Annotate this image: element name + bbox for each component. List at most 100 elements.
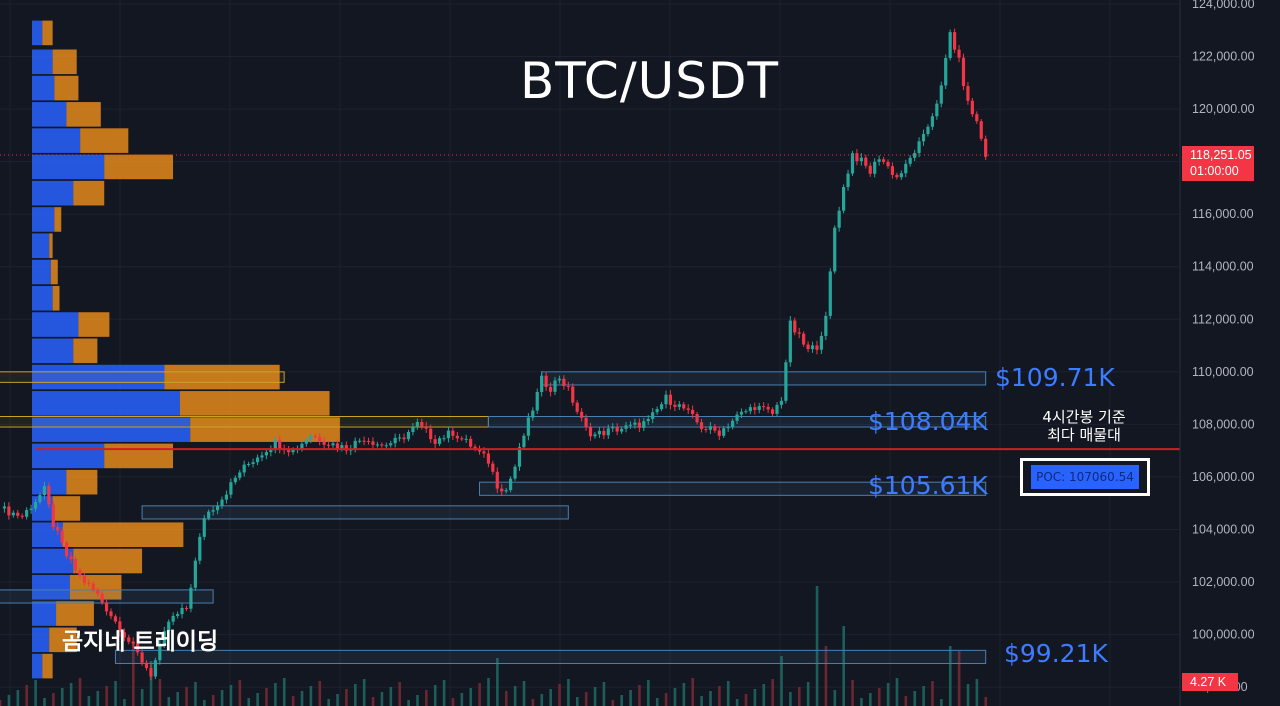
volume-bar xyxy=(735,699,739,706)
candle-body xyxy=(122,632,126,638)
candle-body xyxy=(704,429,708,431)
profile-sell-bar xyxy=(42,653,53,679)
candle-body xyxy=(420,422,424,427)
profile-buy-bar xyxy=(32,154,105,180)
candle-body xyxy=(398,437,402,439)
candle-body xyxy=(415,422,419,427)
profile-sell-bar xyxy=(73,338,98,364)
candle-body xyxy=(29,508,33,511)
profile-sell-bar xyxy=(49,627,77,653)
candle-body xyxy=(495,471,499,489)
price-tick-label: 116,000.00 xyxy=(1192,207,1254,221)
volume-bar xyxy=(238,680,242,706)
candle-body xyxy=(620,428,624,432)
candle-body xyxy=(895,174,899,178)
price-tick-label: 124,000.00 xyxy=(1192,0,1255,11)
level-label-105k: $105.61K xyxy=(868,471,988,501)
candle-body xyxy=(642,421,646,428)
candle-body xyxy=(109,611,113,617)
candle-body xyxy=(762,406,766,408)
candle-body xyxy=(633,422,637,425)
candle-body xyxy=(255,457,260,463)
volume-bar xyxy=(194,682,197,706)
candle-body xyxy=(78,570,82,576)
profile-sell-bar xyxy=(104,154,174,180)
volume-bar xyxy=(647,680,650,706)
candle-body xyxy=(7,506,11,516)
volume-bar xyxy=(16,690,20,706)
volume-bar xyxy=(815,586,819,706)
candle-body xyxy=(211,510,215,512)
candle-body xyxy=(140,652,144,663)
candle-body xyxy=(651,412,655,419)
profile-sell-bar xyxy=(54,75,79,101)
candle-body xyxy=(908,157,912,164)
candle-body xyxy=(699,422,704,430)
volume-bar xyxy=(620,695,623,706)
candle-body xyxy=(451,430,455,436)
candle-body xyxy=(961,57,966,87)
price-tick-label: 112,000.00 xyxy=(1192,312,1254,326)
profile-sell-bar xyxy=(62,522,184,548)
candle-body xyxy=(38,494,42,503)
candle-body xyxy=(389,443,393,446)
profile-sell-bar xyxy=(66,102,101,127)
candle-body xyxy=(602,430,606,436)
candle-body xyxy=(624,425,628,429)
volume-bar xyxy=(851,680,854,706)
profile-buy-bar xyxy=(32,364,165,390)
volume-bar xyxy=(425,690,428,706)
volume-bar xyxy=(895,678,899,706)
profile-buy-bar xyxy=(32,128,81,153)
candle-body xyxy=(921,134,926,142)
volume-bar xyxy=(442,680,446,706)
volume-bar xyxy=(25,685,29,706)
profile-sell-bar xyxy=(80,128,129,153)
candle-body xyxy=(60,530,64,543)
candle-body xyxy=(691,409,695,415)
annotation-line-1: 4시간봉 기준 xyxy=(1042,408,1126,426)
poc-annotation: 4시간봉 기준 최다 매물대 xyxy=(1026,408,1142,444)
volume-bar xyxy=(114,681,117,706)
candle-body xyxy=(287,450,291,453)
candle-body xyxy=(557,378,562,381)
candle-body xyxy=(56,526,60,531)
price-axis[interactable]: 98,000.00100,000.00102,000.00104,000.001… xyxy=(1179,0,1255,706)
candle-body xyxy=(731,420,735,428)
volume-bar xyxy=(451,698,455,706)
volume-bar xyxy=(940,699,943,706)
profile-sell-bar xyxy=(164,364,280,390)
candle-body xyxy=(331,443,335,446)
candle-body xyxy=(664,394,668,405)
candle-body xyxy=(473,446,477,449)
volume-bar xyxy=(602,682,606,706)
level-label-99k: $99.21K xyxy=(1004,639,1108,669)
candle-body xyxy=(606,428,610,436)
profile-sell-bar xyxy=(73,180,105,206)
candle-body xyxy=(717,430,721,436)
candle-body xyxy=(815,345,819,350)
candle-body xyxy=(531,410,535,418)
candle-body xyxy=(91,583,95,591)
volume-bar xyxy=(664,693,668,706)
volume-bar xyxy=(345,689,348,706)
candle-body xyxy=(526,417,530,436)
candle-body xyxy=(131,641,135,644)
price-tick-label: 108,000.00 xyxy=(1192,417,1255,431)
candle-body xyxy=(437,438,442,444)
candle-body xyxy=(136,643,140,653)
candle-body xyxy=(184,607,189,609)
profile-buy-bar xyxy=(32,207,55,232)
volume-bar xyxy=(869,693,872,706)
volume-bar xyxy=(327,699,330,706)
volume-bar xyxy=(256,693,259,706)
volume-bar xyxy=(691,678,695,706)
candle-body xyxy=(886,161,890,167)
candle-body xyxy=(322,441,326,445)
candle-body xyxy=(51,504,55,527)
candle-body xyxy=(442,438,446,440)
candle-body xyxy=(944,57,948,86)
candle-body xyxy=(65,542,69,557)
volume-bar xyxy=(798,687,801,706)
